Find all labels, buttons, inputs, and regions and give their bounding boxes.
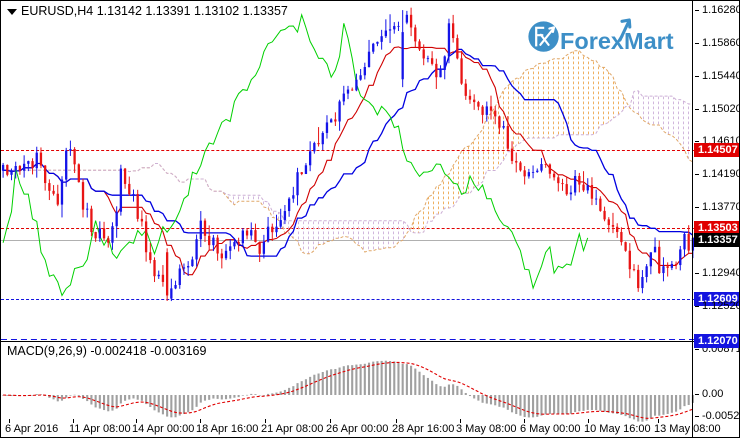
svg-text:ForexMart: ForexMart <box>560 28 674 54</box>
